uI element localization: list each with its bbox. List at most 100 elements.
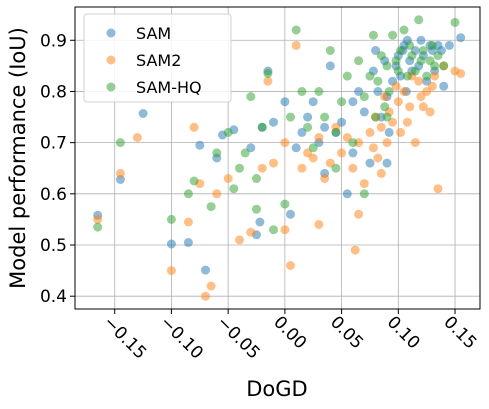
point-sam2 — [93, 214, 103, 224]
point-sam2 — [308, 153, 318, 163]
point-sam2 — [348, 163, 358, 173]
point-sam2 — [365, 127, 375, 137]
point-sam-hq — [246, 92, 256, 102]
point-sam2 — [418, 102, 428, 112]
point-sam-hq — [183, 189, 193, 199]
legend-marker-sam-hq — [106, 82, 116, 92]
legend-label-sam-hq: SAM-HQ — [136, 78, 202, 97]
point-sam-hq — [422, 71, 432, 81]
point-sam2 — [201, 291, 210, 301]
point-sam-hq — [450, 17, 460, 27]
point-sam2 — [373, 153, 383, 163]
point-sam — [286, 209, 295, 219]
point-sam2 — [425, 107, 435, 117]
point-sam2 — [280, 225, 290, 235]
point-sam — [348, 148, 358, 158]
x-tick-label: 0.15 — [440, 312, 481, 353]
point-sam-hq — [280, 199, 290, 209]
point-sam2 — [269, 158, 278, 168]
point-sam — [325, 61, 335, 71]
point-sam2 — [382, 138, 392, 148]
point-sam-hq — [365, 71, 375, 81]
point-sam2 — [297, 163, 307, 173]
point-sam2 — [368, 143, 378, 153]
x-axis-ticks: −0.15 −0.10 −0.05 0.00 0.05 0.10 0.15 — [99, 309, 480, 363]
point-sam-hq — [399, 25, 409, 35]
point-sam-hq — [297, 87, 307, 96]
point-sam2 — [405, 102, 415, 112]
point-sam — [373, 87, 383, 96]
point-sam-hq — [252, 204, 261, 214]
point-sam2 — [246, 227, 256, 237]
y-tick-label: 0.9 — [40, 31, 67, 51]
plot-frame — [74, 6, 481, 310]
x-tick-label: 0.10 — [383, 312, 424, 353]
point-sam-hq — [402, 71, 412, 81]
point-sam-hq — [320, 112, 330, 122]
x-axis-title: DoGD — [246, 377, 307, 401]
point-sam2 — [350, 245, 360, 255]
point-sam2 — [427, 81, 437, 91]
point-sam-hq — [396, 46, 406, 55]
y-tick-label: 0.8 — [40, 82, 67, 102]
point-sam — [320, 122, 330, 132]
point-sam — [166, 239, 176, 249]
point-sam2 — [410, 138, 420, 148]
point-sam-hq — [433, 51, 443, 61]
point-sam-hq — [410, 66, 420, 76]
point-sam2 — [314, 220, 324, 229]
point-sam2 — [391, 81, 401, 91]
point-sam-hq — [382, 61, 392, 71]
point-sam-hq — [359, 189, 369, 199]
point-sam-hq — [308, 143, 318, 153]
point-sam-hq — [269, 225, 278, 235]
point-sam — [291, 143, 301, 153]
point-sam2 — [189, 122, 199, 132]
point-sam2 — [402, 117, 412, 127]
point-sam — [342, 189, 352, 199]
point-sam-hq — [240, 148, 250, 158]
point-sam — [303, 112, 313, 122]
point-sam-hq — [206, 202, 216, 212]
point-sam-hq — [331, 163, 341, 173]
point-sam — [183, 238, 193, 247]
point-sam-hq — [382, 112, 392, 122]
point-sam2 — [433, 184, 443, 194]
point-sam2 — [422, 87, 432, 96]
point-sam — [195, 140, 205, 150]
point-sam — [308, 97, 318, 107]
point-sam-hq — [418, 46, 428, 55]
point-sam2 — [393, 97, 403, 107]
legend-marker-sam2 — [106, 55, 116, 65]
point-sam — [359, 107, 369, 117]
point-sam2 — [320, 174, 330, 183]
point-sam2 — [376, 122, 386, 132]
y-tick-label: 0.4 — [40, 287, 67, 307]
point-sam2 — [223, 174, 233, 183]
point-sam-hq — [430, 61, 440, 71]
x-tick-label: −0.10 — [156, 312, 207, 363]
point-sam2 — [291, 40, 301, 50]
point-sam2 — [286, 261, 295, 270]
point-sam — [382, 158, 392, 168]
point-sam-hq — [407, 51, 417, 61]
point-sam-hq — [235, 163, 244, 173]
y-tick-label: 0.7 — [40, 134, 67, 154]
point-sam2 — [235, 235, 244, 245]
point-sam-hq — [384, 87, 394, 96]
point-sam2 — [115, 168, 125, 178]
point-sam2 — [257, 163, 267, 173]
x-tick-label: 0.00 — [269, 312, 310, 353]
point-sam-hq — [115, 138, 125, 148]
point-sam2 — [263, 76, 273, 86]
point-sam-hq — [416, 56, 426, 66]
point-sam-hq — [348, 138, 358, 148]
point-sam-hq — [371, 112, 381, 122]
y-axis-title: Model performance (IoU) — [6, 27, 30, 289]
legend: SAM SAM2 SAM-HQ — [83, 13, 232, 103]
point-sam-hq — [263, 69, 273, 78]
point-sam-hq — [342, 71, 352, 81]
point-sam-hq — [427, 40, 437, 50]
point-sam-hq — [229, 184, 239, 194]
point-sam — [439, 81, 449, 91]
